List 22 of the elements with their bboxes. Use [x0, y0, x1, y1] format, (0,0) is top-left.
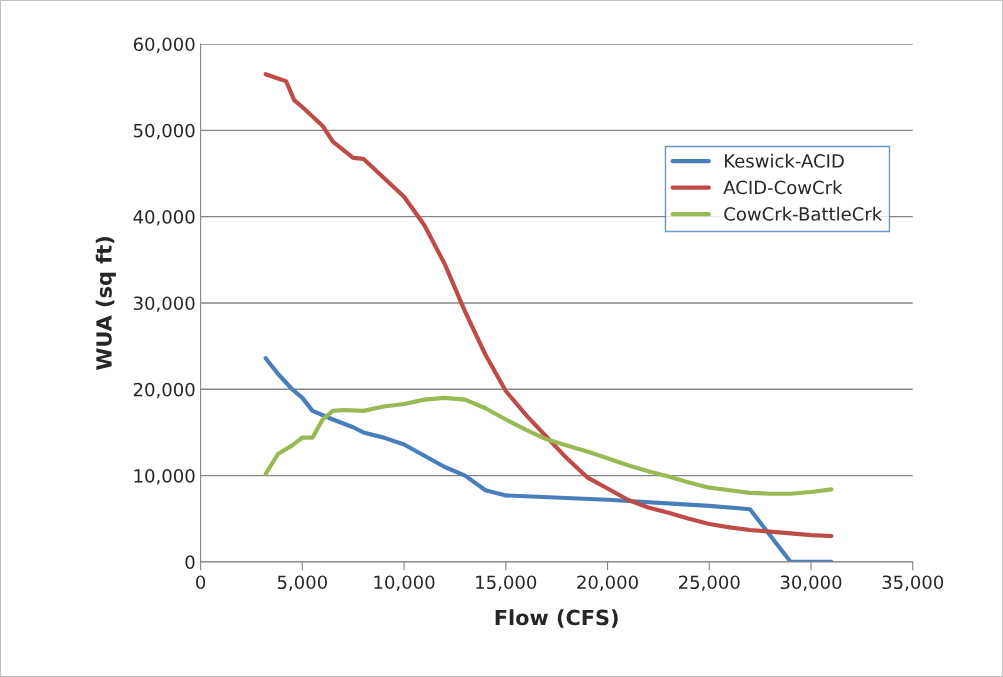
x-axis-title: Flow (CFS) — [495, 609, 618, 628]
legend-label: CowCrk-BattleCrk — [724, 206, 883, 221]
x-tick-label: 25,000 — [679, 575, 740, 591]
y-tick-label: 50,000 — [133, 123, 195, 140]
y-tick-label: 30,000 — [133, 296, 195, 312]
x-tick-label: 15,000 — [476, 575, 537, 591]
legend-label: ACID-CowCrk — [723, 180, 843, 195]
x-tick-label: 35,000 — [882, 575, 944, 591]
legend-label: Keswick-ACID — [725, 153, 844, 168]
y-axis-title: WUA (sq ft) — [95, 237, 116, 370]
y-tick-label: 60,000 — [133, 37, 195, 53]
y-tick-label: 10,000 — [134, 469, 195, 485]
x-tick-label: 10,000 — [374, 575, 435, 591]
x-tick-label: 20,000 — [577, 575, 638, 591]
line-series — [263, 356, 834, 562]
y-tick-label: 0 — [185, 555, 195, 570]
x-tick-label: 0 — [196, 575, 206, 590]
line-series — [263, 395, 834, 496]
y-tick-label: 20,000 — [133, 382, 195, 399]
x-tick-label: 30,000 — [780, 575, 842, 591]
x-tick-label: 5,000 — [277, 575, 327, 591]
y-tick-label: 40,000 — [133, 210, 195, 226]
